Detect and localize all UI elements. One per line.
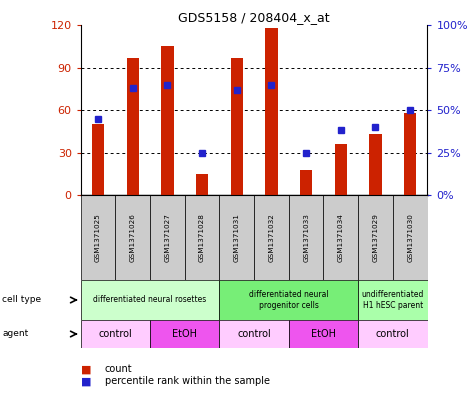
Bar bbox=[358, 320, 428, 348]
Bar bbox=[289, 195, 323, 280]
Bar bbox=[219, 320, 289, 348]
Bar bbox=[254, 195, 289, 280]
Text: differentiated neural
progenitor cells: differentiated neural progenitor cells bbox=[249, 290, 329, 310]
Bar bbox=[115, 195, 150, 280]
Bar bbox=[393, 195, 428, 280]
Text: control: control bbox=[237, 329, 271, 339]
Text: ■: ■ bbox=[81, 376, 91, 386]
Bar bbox=[323, 195, 358, 280]
Bar bbox=[335, 144, 347, 195]
Text: GSM1371032: GSM1371032 bbox=[268, 213, 275, 262]
Text: GSM1371031: GSM1371031 bbox=[234, 213, 240, 262]
Bar bbox=[231, 58, 243, 195]
Bar bbox=[150, 195, 185, 280]
Title: GDS5158 / 208404_x_at: GDS5158 / 208404_x_at bbox=[178, 11, 330, 24]
Text: EtOH: EtOH bbox=[172, 329, 197, 339]
Bar bbox=[358, 280, 428, 320]
Text: GSM1371028: GSM1371028 bbox=[199, 213, 205, 262]
Bar bbox=[300, 169, 312, 195]
Bar bbox=[81, 320, 150, 348]
Bar bbox=[358, 195, 393, 280]
Text: EtOH: EtOH bbox=[311, 329, 336, 339]
Bar bbox=[219, 280, 358, 320]
Text: GSM1371033: GSM1371033 bbox=[303, 213, 309, 262]
Text: percentile rank within the sample: percentile rank within the sample bbox=[104, 376, 269, 386]
Text: undifferentiated
H1 hESC parent: undifferentiated H1 hESC parent bbox=[361, 290, 424, 310]
Text: GSM1371034: GSM1371034 bbox=[338, 213, 344, 262]
Text: GSM1371027: GSM1371027 bbox=[164, 213, 171, 262]
Bar bbox=[127, 58, 139, 195]
Text: differentiated neural rosettes: differentiated neural rosettes bbox=[94, 296, 207, 305]
Bar bbox=[266, 28, 277, 195]
Bar bbox=[162, 46, 173, 195]
Bar bbox=[185, 195, 219, 280]
Bar bbox=[196, 174, 208, 195]
Bar bbox=[81, 280, 219, 320]
Text: control: control bbox=[376, 329, 410, 339]
Bar bbox=[92, 124, 104, 195]
Text: GSM1371030: GSM1371030 bbox=[407, 213, 413, 262]
Text: GSM1371025: GSM1371025 bbox=[95, 213, 101, 262]
Bar bbox=[81, 195, 115, 280]
Text: control: control bbox=[98, 329, 133, 339]
Text: GSM1371026: GSM1371026 bbox=[130, 213, 136, 262]
Bar bbox=[289, 320, 358, 348]
Bar bbox=[370, 134, 381, 195]
Text: count: count bbox=[104, 364, 132, 375]
Text: agent: agent bbox=[2, 329, 28, 338]
Bar bbox=[150, 320, 219, 348]
Bar bbox=[404, 113, 416, 195]
Text: ■: ■ bbox=[81, 364, 91, 375]
Text: GSM1371029: GSM1371029 bbox=[372, 213, 379, 262]
Text: cell type: cell type bbox=[2, 296, 41, 305]
Bar bbox=[219, 195, 254, 280]
